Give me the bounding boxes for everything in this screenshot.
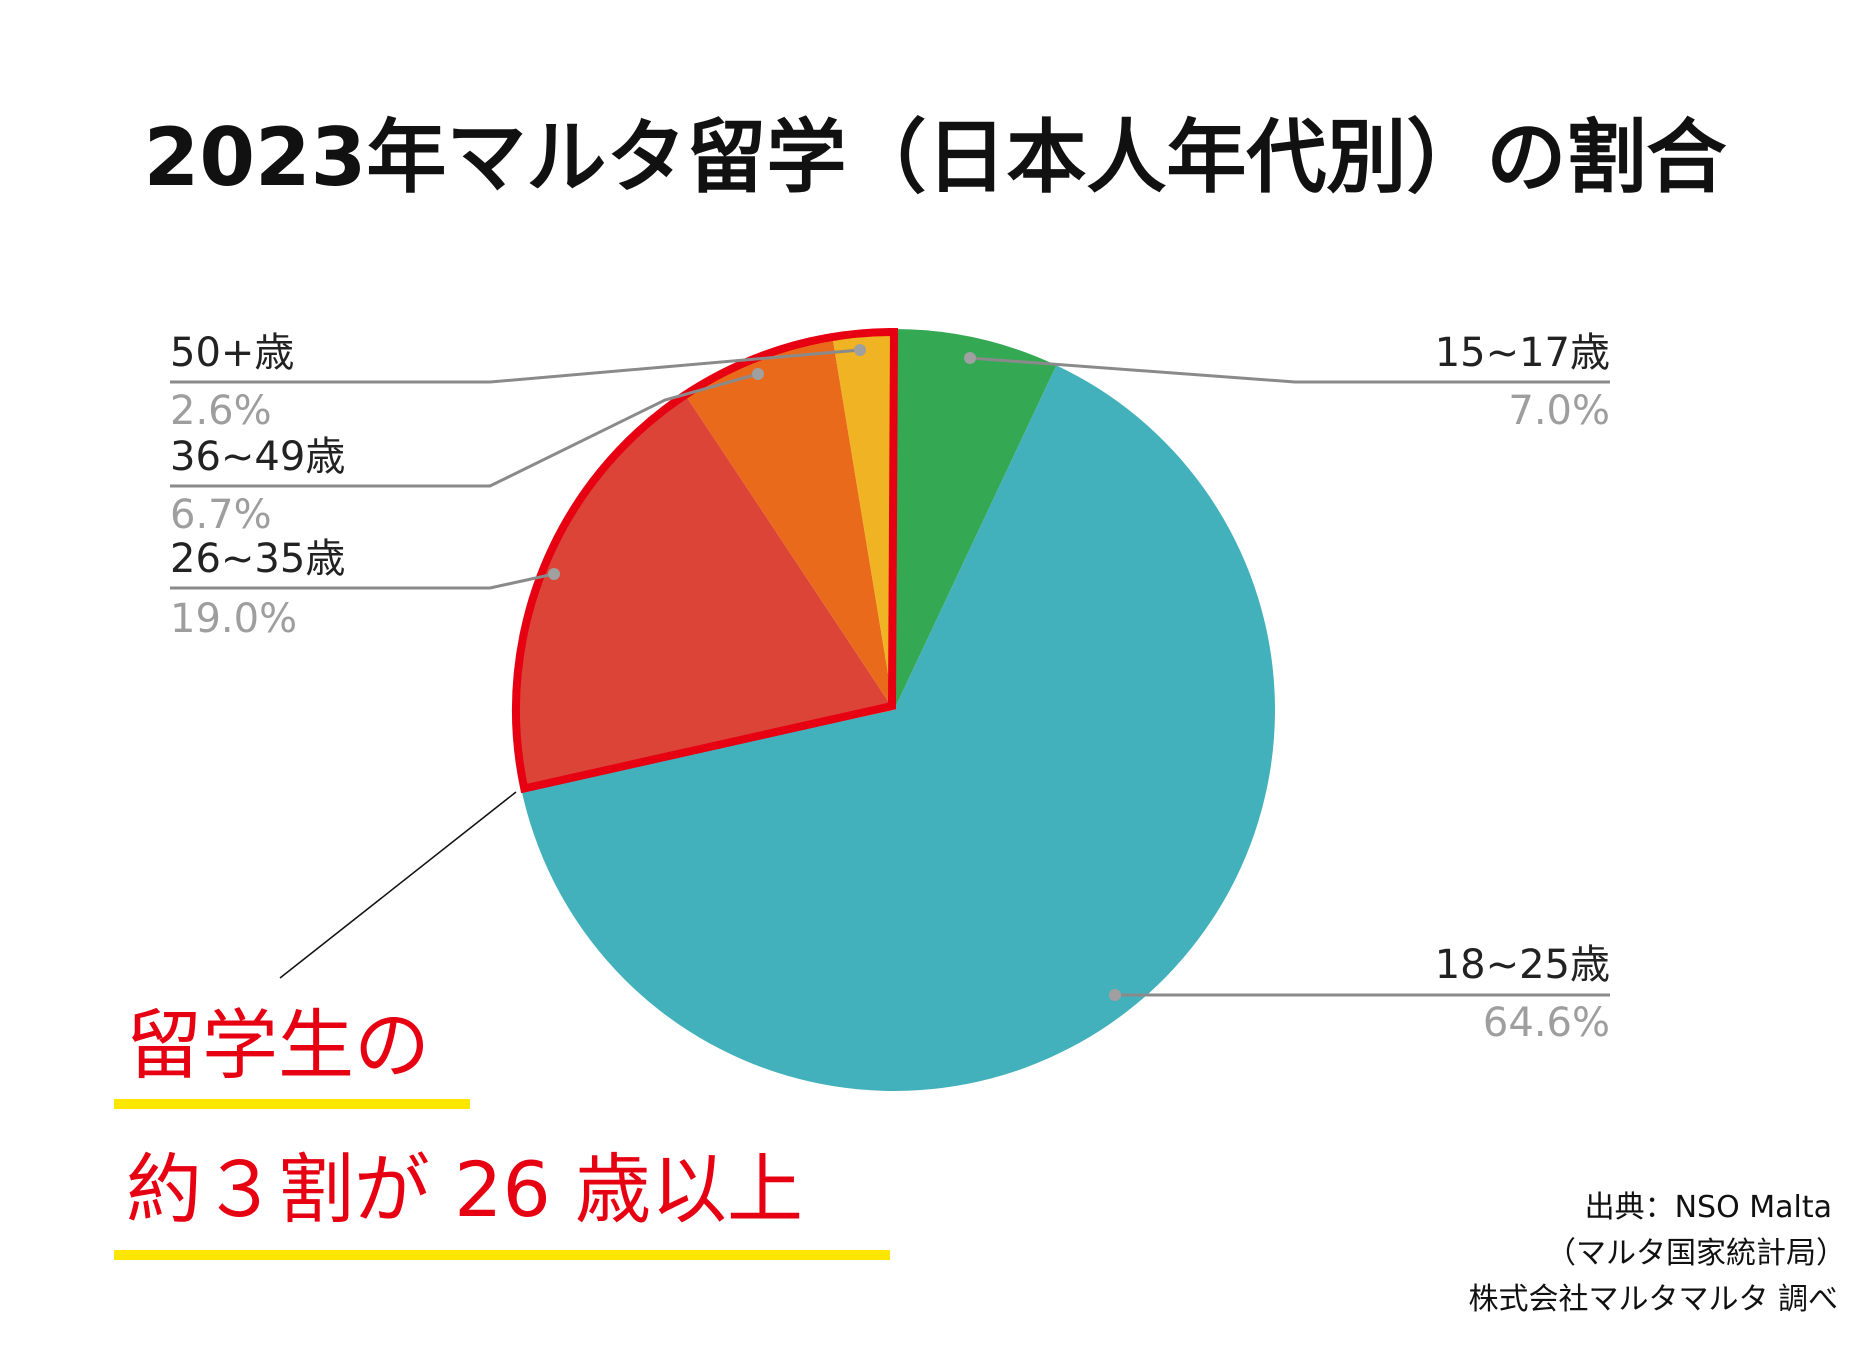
source-line-2: （マルタ国家統計局）	[1546, 1236, 1846, 1271]
leader-dot-50-plus	[854, 344, 866, 356]
label-pct-18-25: 64.6%	[1483, 1000, 1610, 1046]
source-line-3: 株式会社マルタマルタ 調べ	[1468, 1282, 1838, 1317]
leader-line-15-17	[969, 356, 1610, 384]
label-name-18-25: 18~25歳	[1435, 942, 1610, 988]
source-line-1: 出典：NSO Malta	[1585, 1190, 1832, 1225]
pie-slice-50+	[831, 329, 894, 710]
callout-line-2: 約３割が 26 歳以上	[126, 1145, 803, 1234]
chart-title: 2023年マルタ留学（日本人年代別）の割合	[144, 111, 1727, 204]
leader-line-26-35	[170, 572, 555, 590]
label-pct-36-49: 6.7%	[170, 492, 272, 538]
leader-dot-18-25	[1109, 989, 1121, 1001]
leader-line-50-plus	[170, 348, 861, 384]
callout-underline-1	[114, 1099, 470, 1109]
leader-line-36-49	[170, 372, 759, 488]
label-pct-26-35: 19.0%	[170, 596, 297, 642]
callout-underline-2	[114, 1250, 890, 1260]
leader-dot-26-35	[548, 568, 560, 580]
callout-pointer-line	[279, 791, 517, 979]
leader-dot-15-17	[964, 352, 976, 364]
pie-slice-26-35	[512, 392, 894, 790]
label-pct-15-17: 7.0%	[1508, 388, 1610, 434]
label-name-36-49: 36~49歳	[170, 434, 345, 480]
highlight-outline	[512, 327, 899, 794]
pie-slice-36-49	[683, 334, 894, 710]
pie-slice-15-17	[894, 329, 1057, 710]
label-name-26-35: 26~35歳	[170, 536, 345, 582]
callout-line-1: 留学生の	[126, 1001, 430, 1090]
leader-dot-36-49	[752, 368, 764, 380]
label-name-50-plus: 50+歳	[170, 330, 294, 376]
pie-slice-18-25	[521, 365, 1275, 1091]
label-pct-50-plus: 2.6%	[170, 388, 272, 434]
label-name-15-17: 15~17歳	[1435, 330, 1610, 376]
